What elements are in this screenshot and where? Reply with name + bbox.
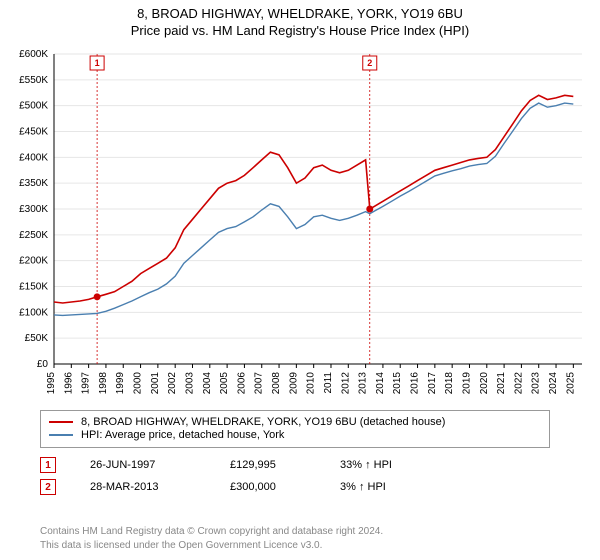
legend-swatch-subject: [49, 421, 73, 423]
address-title: 8, BROAD HIGHWAY, WHELDRAKE, YORK, YO19 …: [0, 6, 600, 21]
svg-text:£0: £0: [37, 359, 49, 370]
svg-text:2008: 2008: [271, 372, 282, 395]
svg-text:2022: 2022: [513, 372, 524, 395]
legend-item-hpi: HPI: Average price, detached house, York: [49, 429, 541, 441]
svg-text:2017: 2017: [427, 372, 438, 395]
chart-titles: 8, BROAD HIGHWAY, WHELDRAKE, YORK, YO19 …: [0, 0, 600, 38]
svg-text:2004: 2004: [202, 372, 213, 395]
svg-text:2010: 2010: [306, 372, 317, 395]
svg-text:2009: 2009: [288, 372, 299, 395]
sale-row: 1 26-JUN-1997 £129,995 33% ↑ HPI: [40, 456, 550, 474]
svg-text:2021: 2021: [496, 372, 507, 395]
svg-text:£600K: £600K: [19, 49, 48, 60]
footnote-line: Contains HM Land Registry data © Crown c…: [40, 525, 560, 539]
sale-marker-icon: 2: [40, 479, 56, 495]
sale-delta: 33% ↑ HPI: [340, 459, 460, 471]
svg-text:£250K: £250K: [19, 230, 48, 241]
footnote-line: This data is licensed under the Open Gov…: [40, 539, 560, 553]
svg-text:£450K: £450K: [19, 127, 48, 138]
svg-text:£200K: £200K: [19, 256, 48, 267]
sale-price: £300,000: [230, 481, 340, 493]
legend-label-hpi: HPI: Average price, detached house, York: [81, 429, 284, 441]
svg-text:2024: 2024: [548, 372, 559, 395]
svg-text:1995: 1995: [46, 372, 57, 395]
svg-text:2019: 2019: [461, 372, 472, 395]
svg-text:2012: 2012: [340, 372, 351, 395]
svg-text:1997: 1997: [81, 372, 92, 395]
footnote: Contains HM Land Registry data © Crown c…: [40, 525, 560, 552]
sale-row: 2 28-MAR-2013 £300,000 3% ↑ HPI: [40, 478, 550, 496]
svg-text:2007: 2007: [254, 372, 265, 395]
svg-text:2011: 2011: [323, 372, 334, 394]
chart-svg: £0 £50K £100K £150K £200K £250K £300K £350K £400…: [8, 48, 592, 398]
svg-text:£150K: £150K: [19, 282, 48, 293]
legend-swatch-hpi: [49, 434, 73, 436]
svg-text:2014: 2014: [375, 372, 386, 395]
svg-text:2018: 2018: [444, 372, 455, 395]
svg-text:1998: 1998: [98, 372, 109, 395]
sale-delta: 3% ↑ HPI: [340, 481, 460, 493]
svg-text:2023: 2023: [531, 372, 542, 395]
svg-text:2016: 2016: [410, 372, 421, 395]
sale-price: £129,995: [230, 459, 340, 471]
svg-text:£50K: £50K: [25, 333, 49, 344]
sale-date: 28-MAR-2013: [90, 481, 230, 493]
svg-text:2015: 2015: [392, 372, 403, 395]
svg-text:2003: 2003: [184, 372, 195, 395]
svg-text:£500K: £500K: [19, 101, 48, 112]
svg-text:2002: 2002: [167, 372, 178, 395]
subtitle: Price paid vs. HM Land Registry's House …: [0, 23, 600, 38]
svg-text:2001: 2001: [150, 372, 161, 395]
svg-text:1996: 1996: [63, 372, 74, 395]
svg-text:£400K: £400K: [19, 152, 48, 163]
svg-text:£300K: £300K: [19, 204, 48, 215]
svg-text:2005: 2005: [219, 372, 230, 395]
sale-marker-icon: 1: [40, 457, 56, 473]
svg-text:1999: 1999: [115, 372, 126, 395]
svg-text:2013: 2013: [358, 372, 369, 395]
svg-text:2: 2: [367, 58, 372, 68]
svg-text:2000: 2000: [133, 372, 144, 395]
sales-table: 1 26-JUN-1997 £129,995 33% ↑ HPI 2 28-MA…: [40, 452, 550, 500]
legend-item-subject: 8, BROAD HIGHWAY, WHELDRAKE, YORK, YO19 …: [49, 416, 541, 428]
svg-text:1: 1: [95, 58, 100, 68]
svg-text:£550K: £550K: [19, 75, 48, 86]
svg-text:2006: 2006: [236, 372, 247, 395]
svg-text:2025: 2025: [565, 372, 576, 395]
svg-text:2020: 2020: [479, 372, 490, 395]
legend: 8, BROAD HIGHWAY, WHELDRAKE, YORK, YO19 …: [40, 410, 550, 448]
price-chart: £0 £50K £100K £150K £200K £250K £300K £350K £400…: [8, 48, 592, 398]
legend-label-subject: 8, BROAD HIGHWAY, WHELDRAKE, YORK, YO19 …: [81, 416, 445, 428]
svg-text:£100K: £100K: [19, 307, 48, 318]
svg-text:£350K: £350K: [19, 178, 48, 189]
sale-date: 26-JUN-1997: [90, 459, 230, 471]
